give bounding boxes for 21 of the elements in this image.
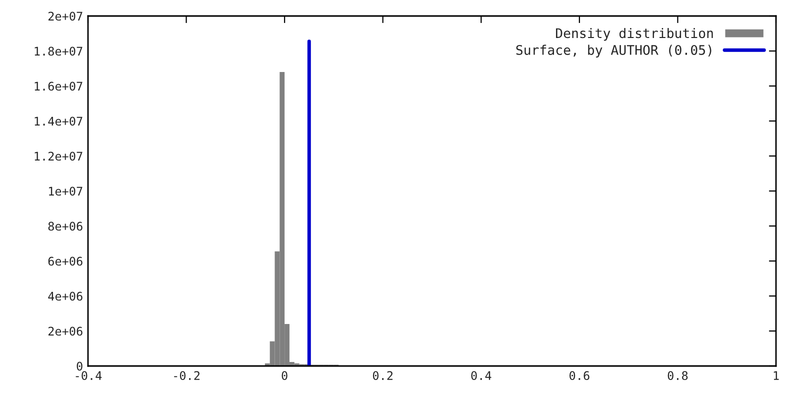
x-tick-label: 0.4	[471, 371, 492, 380]
x-tick-label: 1	[774, 371, 779, 380]
x-tick-label: 0.2	[372, 371, 393, 380]
legend-label: Surface, by AUTHOR (0.05)	[516, 44, 712, 58]
y-tick-label: 1.4e+07	[34, 116, 82, 126]
y-tick-label: 1e+07	[49, 186, 82, 196]
x-tick-label: -0.2	[174, 371, 200, 380]
legend-label: Density distribution	[556, 28, 713, 41]
y-tick-label: 8e+06	[48, 222, 82, 231]
y-tick-label: 6e+06	[48, 256, 82, 266]
y-tick-label: 1.2e+07	[34, 152, 82, 161]
y-tick-label: 4e+06	[48, 292, 82, 301]
y-tick-label: 1.8e+07	[34, 46, 82, 56]
x-tick-label: 0.8	[668, 371, 688, 380]
y-tick-label: 1.6e+07	[34, 82, 82, 91]
x-tick-label: 0	[282, 371, 288, 380]
y-tick-label: 2e+06	[48, 326, 82, 336]
y-tick-label: 0	[76, 362, 82, 371]
x-tick-label: 0.6	[570, 371, 590, 380]
x-tick-label: -0.4	[76, 371, 102, 380]
y-tick-label: 2e+07	[48, 12, 82, 21]
